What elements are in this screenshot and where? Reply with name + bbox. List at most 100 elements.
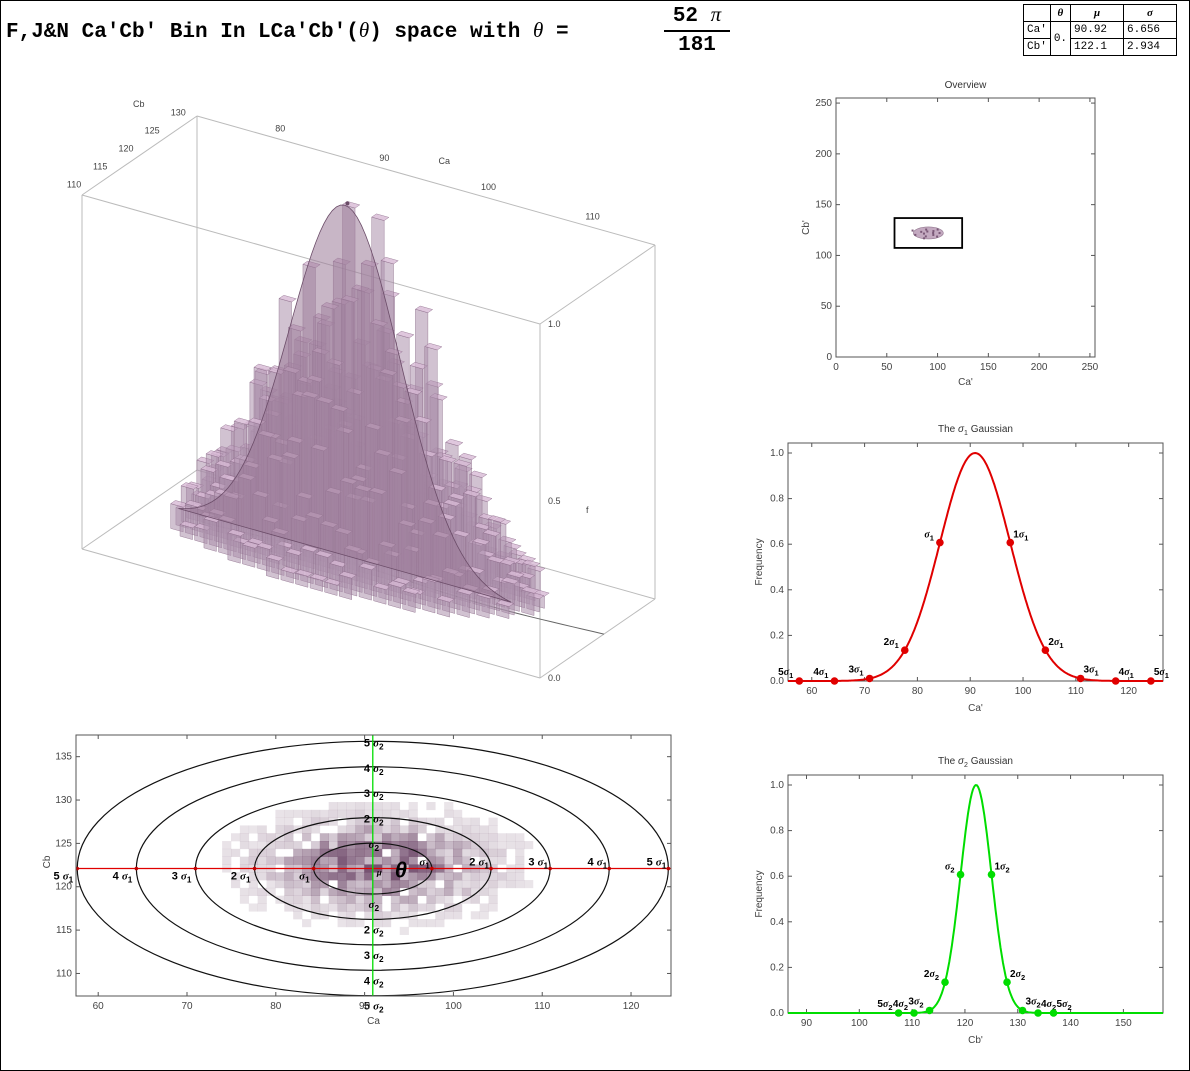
heat-cell [444, 872, 454, 881]
stats-row: Ca' 0. 90.92 6.656 [1023, 21, 1178, 56]
heat-cell [275, 809, 285, 818]
stats-row-label: Cb' [1023, 38, 1051, 56]
sigma1-point [795, 677, 804, 685]
heat-cell [231, 848, 241, 857]
heat-cell [248, 856, 258, 865]
heat-cell [275, 856, 285, 865]
heat-cell [515, 880, 525, 889]
heat-cell [373, 887, 383, 896]
heat-cell [515, 833, 525, 842]
heat-cell [390, 809, 401, 818]
heat-cell [390, 880, 401, 889]
fraction-numerator: 52 π [664, 2, 730, 32]
box-edge [81, 469, 198, 550]
heat-cell [355, 872, 365, 881]
heat-cell [275, 880, 285, 889]
heat-cell [408, 833, 418, 842]
heat-cell [461, 887, 472, 896]
major-axis-point [666, 866, 671, 871]
heat-cell [506, 880, 516, 889]
overview-cluster-cell [926, 230, 929, 233]
box-edge [81, 548, 541, 679]
overview-selection-box [893, 217, 964, 249]
heat-cell [381, 841, 392, 850]
pi-symbol: π [710, 2, 722, 26]
heat-cell [248, 848, 258, 857]
heat-cell [284, 887, 294, 896]
heat-cell [337, 880, 347, 889]
heat-cell [310, 817, 321, 826]
heat-cell [364, 809, 374, 818]
heat-cell [373, 809, 383, 818]
heat-cell [399, 848, 409, 857]
heat-cell [364, 802, 374, 811]
heat-cell [373, 825, 383, 834]
heat-x-tick-label: 80 [270, 1001, 282, 1012]
heat-cell [488, 841, 498, 850]
histogram-bar-top [496, 599, 515, 607]
histogram-bar-top [482, 529, 501, 537]
sigma1-y-tick-label: 0.2 [770, 630, 784, 641]
heat-cell [399, 903, 409, 912]
heat-cell [373, 911, 383, 920]
heat-cell [435, 848, 445, 857]
heat-cell [328, 903, 338, 912]
sigma1-x-label: Ca' [968, 703, 983, 714]
minor-axis-label: σ2 [369, 839, 380, 853]
ca-tick-label: 100 [481, 182, 496, 192]
overview-x-tick-label: 50 [881, 362, 893, 373]
sigma1-curve [788, 451, 1163, 682]
heat-cell [453, 848, 463, 857]
sigma2-point [956, 870, 965, 879]
sigma2-point-label: 2σ2 [1010, 969, 1025, 982]
gaussian-surface [178, 204, 512, 603]
heat-cell [453, 856, 463, 865]
sigma1-x-tick-label: 120 [1120, 686, 1137, 697]
heat-cell [497, 833, 507, 842]
heat-cell [408, 856, 418, 865]
heat-cell [479, 903, 489, 912]
heat-cell [284, 809, 294, 818]
heat-cell [328, 833, 338, 842]
heat-cell [328, 848, 338, 857]
heat-cell [435, 833, 445, 842]
heat-cell [239, 887, 250, 896]
heat-cell [284, 872, 294, 881]
minor-axis-label: 2 σ2 [364, 814, 384, 828]
major-axis-point [134, 866, 139, 871]
heat-cell [435, 872, 445, 881]
histogram-bar-top [300, 544, 319, 553]
box-edge [196, 115, 656, 246]
histogram-bar-top [387, 580, 406, 588]
heat-cell [497, 848, 507, 857]
heat-cell [453, 817, 463, 826]
heat-cell [257, 903, 267, 912]
heat-cell [488, 848, 498, 857]
heat-cell [417, 919, 427, 928]
heat-content [76, 735, 671, 996]
heat-y-label: Cb [42, 855, 53, 868]
sigma1-point-label: 5σ1 [1154, 667, 1169, 680]
heat-cell [479, 856, 489, 865]
heat-cell [417, 872, 427, 881]
heat-cell [444, 880, 454, 889]
heat-cell [479, 872, 489, 881]
heat-cell [222, 848, 232, 857]
heat-cell [390, 825, 401, 834]
angle-fraction: 52 π 181 [664, 2, 730, 57]
title-eq: = [543, 21, 569, 44]
heat-cell [399, 841, 409, 850]
heat-cell [488, 895, 498, 904]
heat-cell [506, 833, 516, 842]
heat-cell [506, 841, 516, 850]
heat-cell [337, 802, 347, 811]
heat-cell [461, 817, 472, 826]
minor-axis-label: 4 σ2 [364, 763, 384, 777]
sigma2-point [894, 1009, 903, 1017]
heat-cell [310, 903, 321, 912]
histogram-bar-top [486, 555, 505, 563]
major-axis-point [489, 866, 493, 871]
major-axis-point [193, 866, 198, 871]
heat-cell [488, 872, 498, 881]
heat-cell [364, 833, 374, 842]
